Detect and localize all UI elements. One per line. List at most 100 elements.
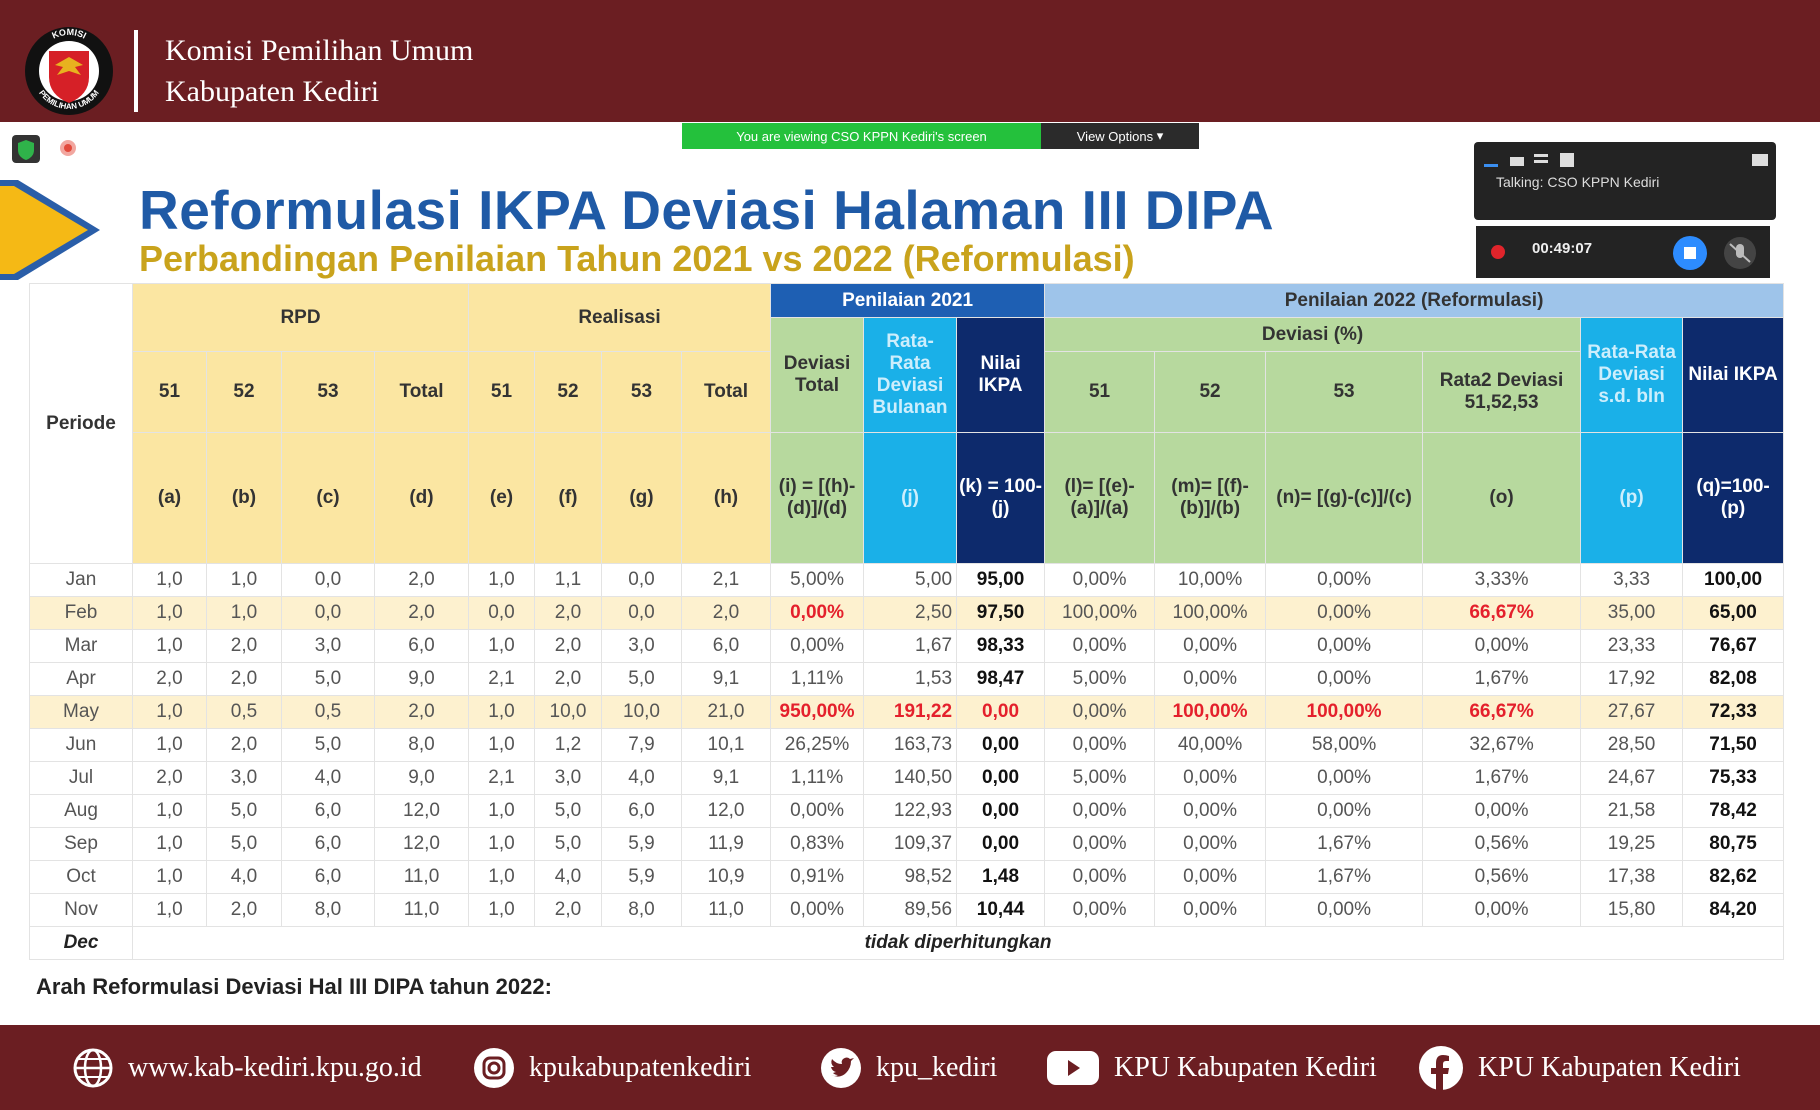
value-cell: 11,9 bbox=[680, 827, 772, 861]
facebook-icon bbox=[1419, 1045, 1463, 1090]
value-cell: 140,50 bbox=[863, 761, 958, 795]
logo-text: KOMISI bbox=[50, 27, 87, 41]
footer-link[interactable]: KPU Kabupaten Kediri bbox=[1046, 1025, 1377, 1110]
value-cell: 6,0 bbox=[281, 860, 375, 894]
value-cell: 1,0 bbox=[468, 695, 535, 729]
table-body: Jan 1,0 1,0 0,0 2,0 1,0 1,1 0,0 2,1 5,00% 5,00 95,0… bbox=[29, 563, 1785, 960]
globe-icon bbox=[73, 1048, 113, 1087]
value-cell: 5,0 bbox=[534, 827, 602, 861]
value-cell: 0,00 bbox=[956, 827, 1046, 861]
value-cell: 5,0 bbox=[281, 728, 375, 762]
org-line: Komisi Pemilihan Umum bbox=[165, 34, 474, 67]
value-cell: 1,67% bbox=[1422, 662, 1582, 696]
value-cell: 17,92 bbox=[1580, 662, 1684, 696]
sub-header: Total bbox=[374, 351, 469, 433]
value-cell: 2,0 bbox=[206, 629, 282, 663]
value-cell: 0,00% bbox=[770, 794, 865, 828]
record-dot bbox=[1491, 245, 1505, 259]
rata-bulanan-header: Rata-Rata Deviasi Bulanan bbox=[863, 317, 958, 433]
value-cell: 11,0 bbox=[374, 893, 469, 927]
value-cell: 9,1 bbox=[680, 662, 772, 696]
deviasi-pct-header: Deviasi (%) bbox=[1044, 317, 1582, 352]
column-code: (j) bbox=[863, 432, 958, 564]
rpd-header: RPD bbox=[132, 283, 469, 352]
footer-link-text: www.kab-kediri.kpu.go.id bbox=[128, 1051, 422, 1083]
value-cell: 89,56 bbox=[863, 893, 958, 927]
value-cell: 1,0 bbox=[132, 596, 207, 630]
value-cell: 2,50 bbox=[863, 596, 958, 630]
value-cell: 15,80 bbox=[1580, 893, 1684, 927]
value-cell: 0,00% bbox=[1265, 794, 1424, 828]
slide-arrow bbox=[0, 180, 100, 280]
data-row: Jul 2,0 3,0 4,0 9,0 2,1 3,0 4,0 9,1 1,11% 140,50 0,… bbox=[29, 761, 1785, 795]
sub-header: 53 bbox=[601, 351, 682, 433]
recording-controls[interactable] bbox=[1672, 234, 1762, 272]
column-code: (h) bbox=[680, 432, 772, 564]
zoom-view-icons[interactable] bbox=[1484, 150, 1774, 172]
value-cell: 122,93 bbox=[863, 794, 958, 828]
value-cell: 2,0 bbox=[534, 629, 602, 663]
view-options-label: View Options bbox=[1076, 128, 1154, 144]
column-code: (q)=100-(p) bbox=[1682, 432, 1785, 564]
sub-header: 51 bbox=[468, 351, 535, 433]
footer-link[interactable]: kpukabupatenkediri bbox=[473, 1025, 751, 1110]
data-row: Mar 1,0 2,0 3,0 6,0 1,0 2,0 3,0 6,0 0,00% 1,67 98,3… bbox=[29, 629, 1785, 663]
view-options-button[interactable]: View Options ▾ bbox=[1041, 123, 1199, 149]
value-cell: 0,00% bbox=[1265, 563, 1424, 597]
value-cell: 2,0 bbox=[534, 893, 602, 927]
value-cell: 11,0 bbox=[374, 860, 469, 894]
column-code: (a) bbox=[132, 432, 207, 564]
footer-link[interactable]: www.kab-kediri.kpu.go.id bbox=[72, 1025, 422, 1110]
value-cell: 0,0 bbox=[281, 596, 375, 630]
value-cell: 2,0 bbox=[680, 596, 772, 630]
value-cell: 5,9 bbox=[601, 827, 682, 861]
value-cell: 2,0 bbox=[132, 662, 207, 696]
value-cell: 19,25 bbox=[1580, 827, 1684, 861]
value-cell: 0,00% bbox=[1154, 629, 1267, 663]
kpu-logo: KOMISI PEMILIHAN UMUM bbox=[25, 27, 113, 115]
value-cell: 0,00% bbox=[1422, 893, 1582, 927]
value-cell: 5,00% bbox=[1044, 761, 1156, 795]
value-cell: 28,50 bbox=[1580, 728, 1684, 762]
value-cell: 80,75 bbox=[1682, 827, 1785, 861]
value-cell: 100,00% bbox=[1154, 596, 1267, 630]
deviasi-total-header: Deviasi Total bbox=[770, 317, 865, 433]
value-cell: 0,0 bbox=[281, 563, 375, 597]
penilaian-2021-header: Penilaian 2021 bbox=[770, 283, 1046, 318]
value-cell: 109,37 bbox=[863, 827, 958, 861]
value-cell: 0,00% bbox=[1265, 596, 1424, 630]
data-row: Feb 1,0 1,0 0,0 2,0 0,0 2,0 0,0 2,0 0,00% 2,50 97,5… bbox=[29, 596, 1785, 630]
value-cell: 9,0 bbox=[374, 662, 469, 696]
footer-link[interactable]: KPU Kabupaten Kediri bbox=[1418, 1025, 1741, 1110]
value-cell: 1,0 bbox=[468, 728, 535, 762]
value-cell: 24,67 bbox=[1580, 761, 1684, 795]
value-cell: 6,0 bbox=[281, 827, 375, 861]
value-cell: 8,0 bbox=[601, 893, 682, 927]
value-cell: 23,33 bbox=[1580, 629, 1684, 663]
value-cell: 163,73 bbox=[863, 728, 958, 762]
value-cell: 1,67% bbox=[1265, 860, 1424, 894]
period-cell: Jul bbox=[29, 761, 133, 795]
footer-link[interactable]: kpu_kediri bbox=[820, 1025, 997, 1110]
value-cell: 1,0 bbox=[468, 629, 535, 663]
value-cell: 35,00 bbox=[1580, 596, 1684, 630]
value-cell: 0,00% bbox=[1265, 761, 1424, 795]
data-row: May 1,0 0,5 0,5 2,0 1,0 10,0 10,0 21,0 950,00% 191… bbox=[29, 695, 1785, 729]
value-cell: 10,0 bbox=[601, 695, 682, 729]
data-row: Oct 1,0 4,0 6,0 11,0 1,0 4,0 5,9 10,9 0,91% 98,52 1… bbox=[29, 860, 1785, 894]
value-cell: 11,0 bbox=[680, 893, 772, 927]
column-code: (g) bbox=[601, 432, 682, 564]
column-code: (i) = [(h)-(d)]/(d) bbox=[770, 432, 865, 564]
value-cell: 95,00 bbox=[956, 563, 1046, 597]
value-cell: 0,00 bbox=[956, 794, 1046, 828]
value-cell: 10,9 bbox=[680, 860, 772, 894]
value-cell: 1,0 bbox=[132, 695, 207, 729]
value-cell: 1,11% bbox=[770, 662, 865, 696]
value-cell: 66,67% bbox=[1422, 596, 1582, 630]
value-cell: 1,48 bbox=[956, 860, 1046, 894]
sub-header: 52 bbox=[1154, 351, 1267, 433]
value-cell: 2,0 bbox=[534, 662, 602, 696]
header-row: 51 52 53 Total 51 52 53 Total 51 52 53 Rata2 Devias… bbox=[30, 351, 1784, 433]
value-cell: 5,0 bbox=[534, 794, 602, 828]
talking-label: Talking: CSO KPPN Kediri bbox=[1496, 174, 1660, 190]
